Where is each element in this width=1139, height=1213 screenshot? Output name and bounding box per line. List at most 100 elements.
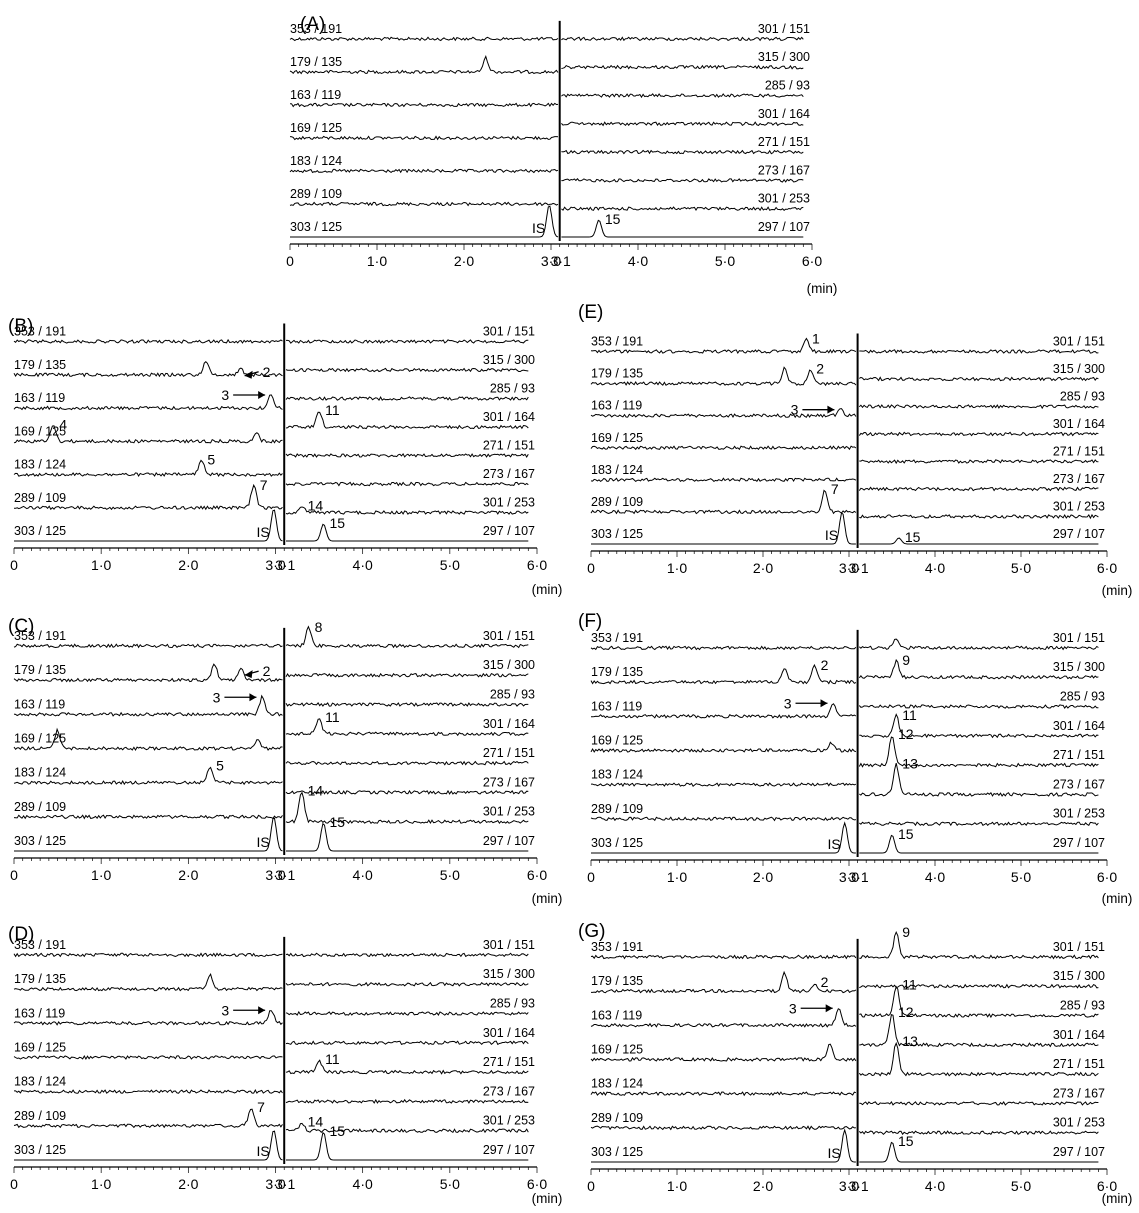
- x-break-tick-label: 3·1: [275, 1176, 295, 1192]
- panel-5: (F)353 / 191 179 / 135 163 / 119 169 / 125 1…: [578, 611, 1132, 906]
- trace-right-5: [859, 1100, 1099, 1106]
- panel-title: (A): [300, 14, 325, 35]
- trace-right-5: [858, 486, 1099, 492]
- trace-right-0: [858, 638, 1099, 651]
- trace-label-left: 183 / 124: [14, 766, 66, 780]
- x-tick-label: 4·0: [925, 869, 945, 885]
- trace-left-3: [590, 741, 857, 753]
- x-tick-label: 2·0: [178, 867, 198, 883]
- trace-label-left: 353 / 191: [14, 325, 66, 339]
- peak-label: 15: [329, 1123, 345, 1139]
- x-tick-label: 5·0: [1011, 869, 1031, 885]
- panel-title: (C): [8, 616, 34, 637]
- peak-label: 3: [221, 1002, 229, 1018]
- panel-title: (G): [578, 921, 605, 942]
- trace-label-right: 301 / 253: [483, 805, 535, 819]
- trace-label-right: 285 / 93: [1060, 999, 1105, 1013]
- trace-label-right: 301 / 151: [483, 629, 535, 643]
- trace-left-2: [289, 102, 559, 108]
- trace-label-left: 163 / 119: [591, 1008, 642, 1022]
- trace-label-right: 301 / 164: [758, 107, 810, 121]
- x-tick-label: 0: [10, 557, 18, 573]
- trace-label-left: 289 / 109: [14, 491, 66, 505]
- trace-right-1: [285, 981, 529, 987]
- trace-left-5: [13, 1108, 283, 1129]
- trace-right-0: [285, 625, 529, 649]
- trace-left-4: [590, 1091, 857, 1097]
- x-tick-label: 2·0: [178, 1176, 198, 1192]
- trace-label-right: 285 / 93: [1060, 690, 1105, 704]
- trace-label-right: 301 / 253: [483, 496, 535, 510]
- trace-right-2: [561, 93, 804, 99]
- trace-label-left: 353 / 191: [591, 631, 643, 645]
- trace-left-0: [13, 952, 283, 958]
- trace-label-right: 297 / 107: [483, 524, 535, 538]
- trace-left-5: [13, 814, 283, 820]
- trace-label-left: 179 / 135: [14, 358, 66, 372]
- peak-label: 15: [329, 814, 345, 830]
- x-unit-label: (min): [807, 281, 838, 296]
- x-tick-label: 6·0: [527, 1176, 547, 1192]
- peak-label: 7: [831, 481, 839, 497]
- peak-label: 12: [898, 1004, 914, 1020]
- trace-label-right: 315 / 300: [1053, 660, 1105, 674]
- trace-left-6: [290, 205, 559, 238]
- trace-left-5: [590, 816, 856, 822]
- trace-left-2: [13, 394, 283, 411]
- trace-label-right: 297 / 107: [758, 220, 810, 234]
- peak-label: 15: [329, 515, 345, 531]
- trace-label-left: 163 / 119: [14, 391, 65, 405]
- trace-label-right: 301 / 164: [1053, 417, 1105, 431]
- trace-right-3: [859, 1014, 1099, 1048]
- trace-left-1: [13, 973, 283, 992]
- x-tick-label: 2·0: [753, 1178, 773, 1194]
- trace-right-4: [285, 452, 529, 458]
- trace-label-left: 183 / 124: [591, 1077, 643, 1091]
- peak-label: 2: [821, 657, 829, 673]
- trace-right-2: [858, 404, 1099, 410]
- x-tick-label: 1·0: [91, 1176, 111, 1192]
- x-tick-label: 0: [587, 1178, 595, 1194]
- trace-label-left: 303 / 125: [290, 220, 342, 234]
- trace-label-right: 297 / 107: [1053, 527, 1105, 541]
- trace-right-6: [285, 791, 529, 825]
- x-tick-label: 3·0: [839, 560, 859, 576]
- trace-left-1: [289, 55, 559, 75]
- trace-right-2: [285, 1010, 529, 1016]
- trace-right-3: [285, 718, 529, 737]
- trace-label-right: 301 / 151: [758, 22, 810, 36]
- trace-right-7: [286, 1131, 529, 1161]
- trace-label-left: 183 / 124: [591, 463, 643, 477]
- x-tick-label: 0: [587, 560, 595, 576]
- peak-label: 13: [902, 755, 918, 771]
- trace-label-right: 301 / 253: [1053, 1116, 1105, 1130]
- x-tick-label: 1·0: [667, 1178, 687, 1194]
- x-unit-label: (min): [532, 1191, 563, 1206]
- panel-4: (E) 353 / 191 179 / 135 163 / 119 169 / 125 1…: [578, 302, 1132, 598]
- peak-label: IS: [257, 524, 270, 540]
- x-tick-label: 6·0: [1097, 869, 1117, 885]
- peak-label: 13: [902, 1033, 918, 1049]
- trace-right-0: [859, 349, 1099, 354]
- trace-left-0: [590, 645, 857, 651]
- trace-left-2: [590, 408, 857, 419]
- trace-label-left: 179 / 135: [290, 55, 342, 69]
- trace-right-4: [561, 149, 804, 155]
- peak-label: 2: [816, 361, 824, 377]
- trace-left-1: [13, 663, 283, 683]
- trace-right-7: [561, 219, 804, 238]
- trace-left-5: [289, 201, 559, 207]
- peak-label: 15: [898, 1133, 914, 1149]
- trace-label-left: 289 / 109: [591, 495, 643, 509]
- trace-label-right: 301 / 253: [1053, 500, 1105, 514]
- x-tick-label: 6·0: [1097, 560, 1117, 576]
- trace-left-6: [591, 821, 856, 854]
- trace-right-7: [859, 537, 1099, 545]
- x-break-tick-label: 3·1: [551, 253, 571, 269]
- trace-label-left: 183 / 124: [290, 154, 342, 168]
- peak-label: 14: [308, 498, 324, 514]
- peak-label: 7: [257, 1099, 265, 1115]
- x-tick-label: 0: [10, 1176, 18, 1192]
- trace-right-2: [285, 702, 529, 707]
